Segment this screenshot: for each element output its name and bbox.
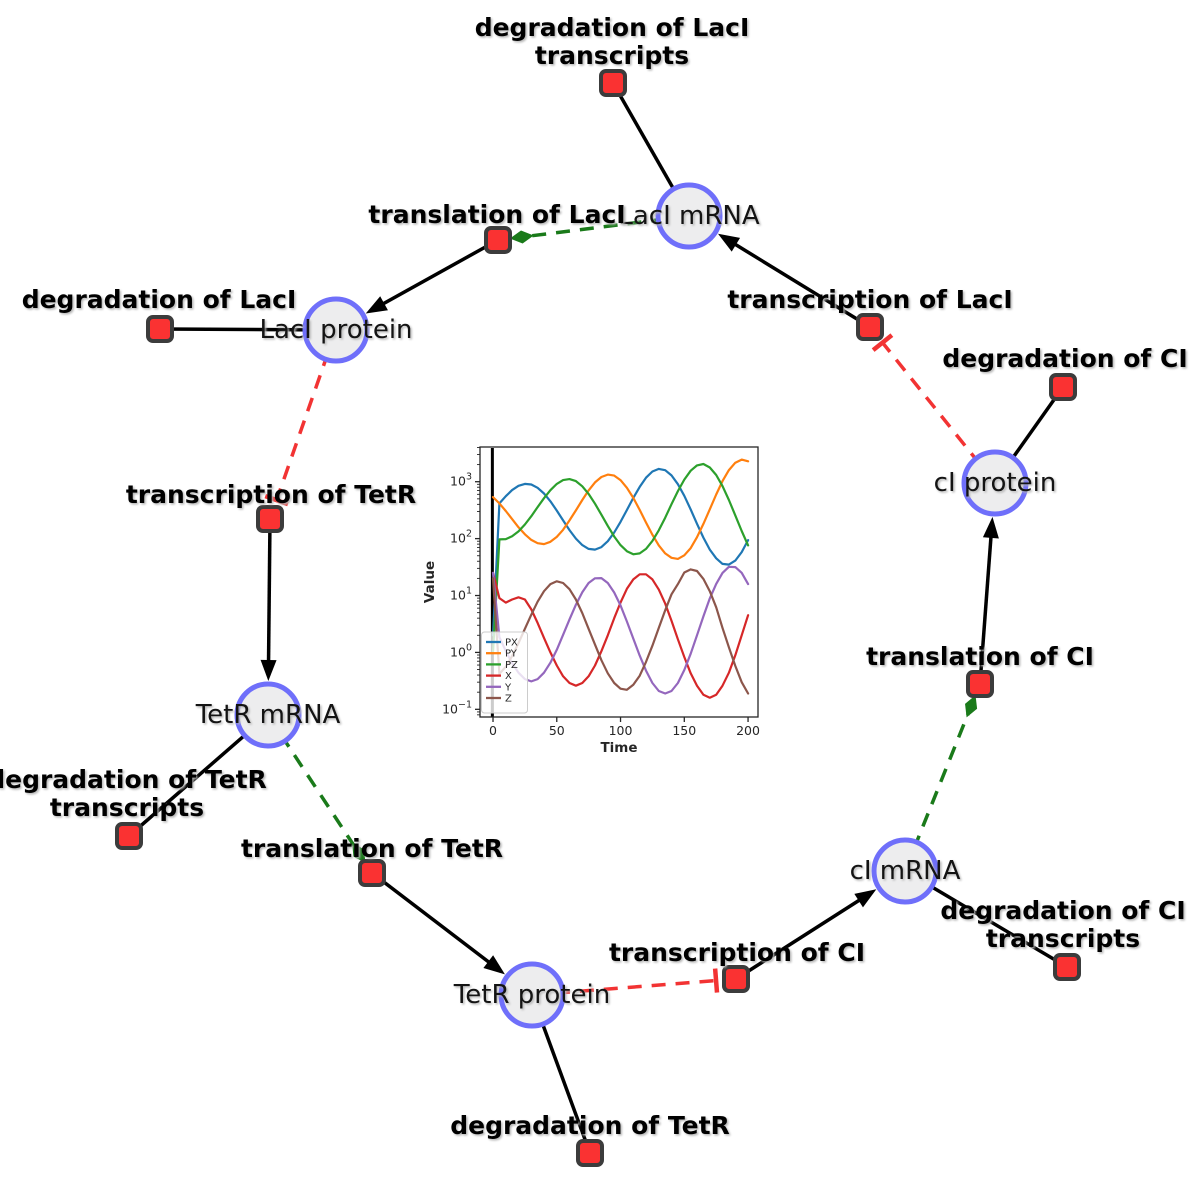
production-arrowhead-icon [854, 889, 877, 908]
x-tick-label: 200 [736, 723, 760, 738]
species-node-tetr-protein[interactable] [498, 961, 566, 1029]
reaction-label-deg-ci-tx: degradation of CI transcripts [940, 896, 1185, 953]
reaction-node-tx-ci[interactable] [722, 965, 750, 993]
reaction-node-deg-tetr[interactable] [576, 1139, 604, 1167]
edge-transl-laci-laci-protein [369, 238, 499, 313]
edge-tx-ci-ci-mrna [735, 890, 874, 981]
series-line-pz [491, 462, 750, 654]
plot-frame [479, 446, 759, 718]
reaction-node-deg-tetr-tx[interactable] [115, 822, 143, 850]
node-layer [115, 69, 1081, 1167]
series-line-py [491, 458, 750, 561]
legend-label-pz: PZ [505, 660, 518, 671]
y-tick-label: 103 [450, 472, 472, 489]
species-label-ci-protein: cI protein [934, 468, 1057, 498]
legend-label-py: PY [505, 649, 518, 660]
reaction-node-transl-tetr[interactable] [358, 859, 386, 887]
reaction-label-deg-tetr: degradation of TetR [450, 1111, 730, 1140]
edge-transl-tetr-tetr-protein [370, 871, 503, 973]
y-tick-label: 102 [450, 529, 472, 546]
legend-label-y: Y [504, 682, 512, 693]
edge-tx-laci-laci-mrna [721, 234, 871, 329]
timecourse-plot: 0 50 100 150 20010−1100101102103TimeValuePXP… [422, 446, 760, 756]
legend-label-px: PX [505, 638, 518, 649]
reaction-node-deg-laci-tx[interactable] [599, 69, 627, 97]
inhibition-tbar-icon [264, 494, 289, 507]
reaction-label-deg-laci: degradation of LacI [22, 285, 297, 314]
reaction-label-transl-tetr: translation of TetR [241, 834, 503, 863]
species-node-tetr-mrna[interactable] [234, 681, 302, 749]
reaction-label-deg-laci-tx: degradation of LacI transcripts [475, 13, 750, 70]
activation-diamond-icon [352, 842, 366, 863]
y-tick-label: 100 [450, 642, 472, 659]
series-line-y [491, 565, 750, 695]
y-tick-label: 101 [450, 586, 472, 603]
y-axis-label: Value [422, 561, 438, 603]
reaction-label-tx-laci: transcription of LacI [727, 285, 1012, 314]
species-label-laci-mrna: LacI mRNA [618, 201, 759, 231]
production-arrowhead-icon [365, 296, 388, 314]
x-tick-label: 50 [549, 723, 565, 738]
inhibition-tbar-icon [712, 968, 720, 993]
series-line-x [491, 571, 750, 699]
reaction-node-tx-tetr[interactable] [256, 505, 284, 533]
x-tick-label: 150 [672, 723, 696, 738]
label-layer: LacI mRNA LacI protein TetR mRNA TetR prote… [0, 13, 1188, 1140]
species-node-ci-protein[interactable] [961, 449, 1029, 517]
reaction-label-transl-laci: translation of LacI [368, 200, 625, 229]
legend-label-x: X [505, 671, 512, 682]
series-line-px [491, 467, 750, 637]
legend-label-z: Z [505, 694, 512, 705]
reaction-label-transl-ci: translation of CI [866, 642, 1094, 671]
activation-diamond-icon [965, 695, 978, 718]
series-line-z [491, 568, 750, 695]
species-label-ci-mrna: cI mRNA [850, 856, 961, 886]
reaction-label-deg-ci: degradation of CI [942, 344, 1187, 373]
inhibition-tbar-icon [871, 333, 894, 352]
species-label-tetr-mrna: TetR mRNA [195, 700, 341, 730]
species-node-laci-mrna[interactable] [655, 182, 723, 250]
production-arrowhead-icon [982, 516, 999, 539]
reaction-label-tx-ci: transcription of CI [609, 938, 865, 967]
reaction-label-deg-tetr-tx: degradation of TetR transcripts [0, 765, 267, 822]
species-node-ci-mrna[interactable] [871, 837, 939, 905]
species-node-laci-protein[interactable] [302, 296, 370, 364]
reaction-node-transl-laci[interactable] [484, 226, 512, 254]
y-tick-label: 10−1 [442, 699, 472, 716]
reaction-node-deg-laci[interactable] [146, 315, 174, 343]
x-axis-label: Time [600, 740, 637, 756]
species-label-laci-protein: LacI protein [259, 315, 412, 345]
reaction-node-transl-ci[interactable] [966, 670, 994, 698]
x-tick-label: 0 [489, 723, 497, 738]
edge-tx-tetr-tetr-mrna [266, 518, 272, 677]
species-label-tetr-protein: TetR protein [453, 980, 610, 1010]
edge-layer [127, 82, 1068, 1154]
edge-transl-ci-ci-protein [978, 521, 994, 685]
production-arrowhead-icon [717, 233, 741, 252]
production-arrowhead-icon [260, 659, 277, 682]
reaction-node-tx-laci[interactable] [856, 313, 884, 341]
reaction-label-tx-tetr: transcription of TetR [126, 480, 416, 509]
production-arrowhead-icon [483, 955, 505, 975]
x-tick-label: 100 [609, 723, 633, 738]
reaction-node-deg-ci-tx[interactable] [1053, 953, 1081, 981]
reaction-node-deg-ci[interactable] [1049, 373, 1077, 401]
activation-diamond-icon [509, 230, 534, 244]
